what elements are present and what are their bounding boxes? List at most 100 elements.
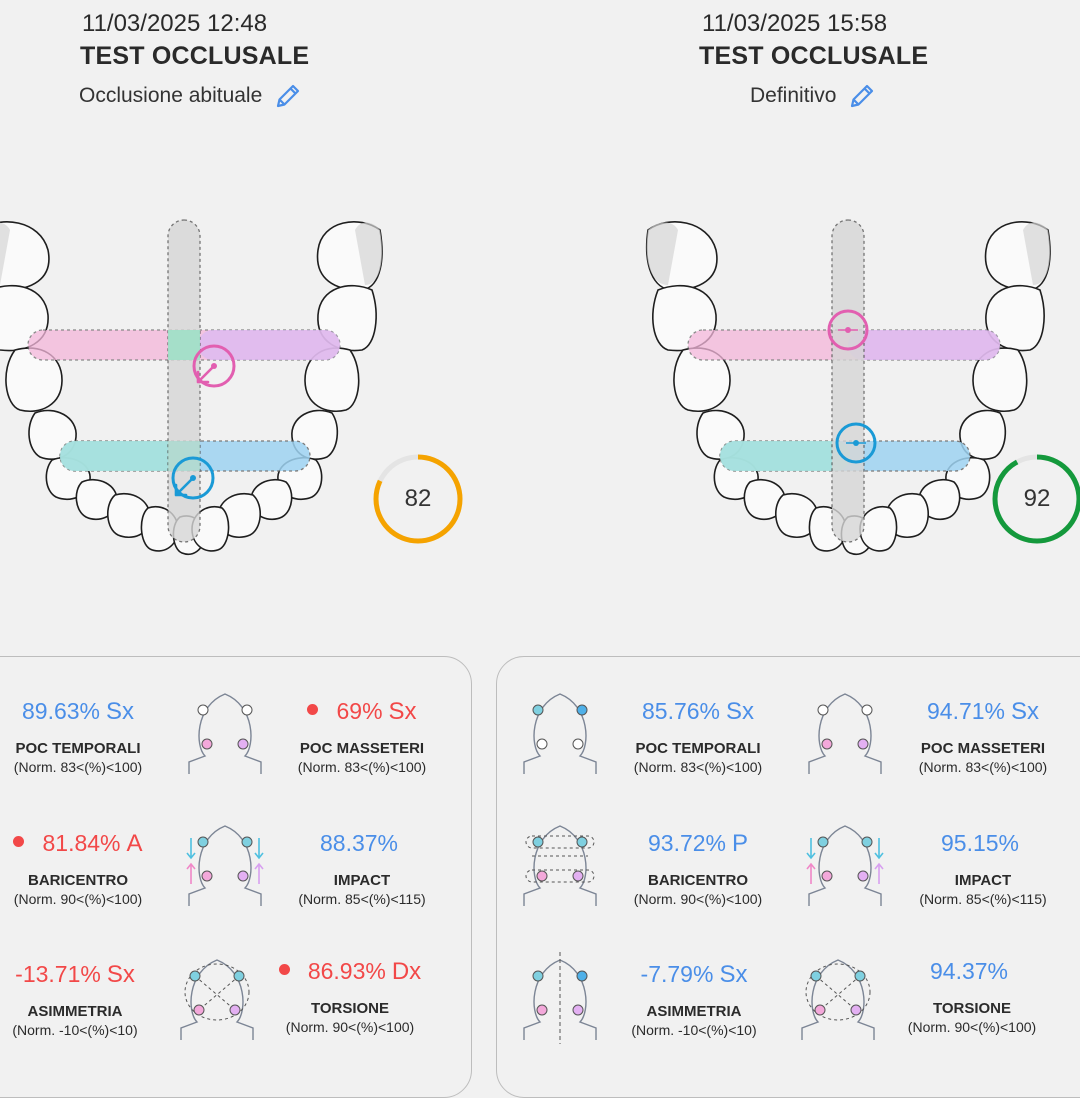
test-subtitle: Occlusione abituale	[79, 84, 263, 107]
metric-value: 94.71	[926, 698, 985, 724]
alert-dot-icon	[13, 836, 25, 848]
metric-value-row: 94.37%	[872, 958, 1072, 986]
metric-side: A	[126, 830, 143, 857]
metric-label: POC TEMPORALI	[15, 740, 141, 757]
metric-poc-masseteri: 69% Sx POC MASSETERI (Norm. 83<(%)<100)	[262, 698, 462, 775]
metric-label: POC MASSETERI	[920, 740, 1046, 757]
test-timestamp: 11/03/2025 15:58	[702, 10, 888, 37]
test-title: TEST OCCLUSALE	[699, 42, 929, 70]
metric-side: Sx	[388, 698, 417, 725]
metric-norm: (Norm. 85<(%)<115)	[919, 891, 1047, 907]
lavender-bar	[198, 330, 340, 360]
tooth-shading	[0, 222, 383, 285]
metric-value: 88.37	[319, 830, 378, 856]
alert-dot-icon	[278, 964, 290, 976]
metric-unit: %	[984, 698, 1005, 724]
metric-norm: (Norm. 90<(%)<100)	[285, 1019, 415, 1035]
metric-poc-masseteri: 94.71% Sx POC MASSETERI (Norm. 83<(%)<100)	[883, 698, 1080, 775]
metric-norm: (Norm. 85<(%)<115)	[298, 891, 426, 907]
metric-asimmetria: -13.71% Sx ASIMMETRIA (Norm. -10<(%)<10)	[0, 961, 175, 1038]
metric-value-row: 88.37%	[262, 830, 462, 858]
test-column-1: 11/03/2025 12:48 TEST OCCLUSALE Occlusio…	[0, 0, 540, 1080]
metric-unit: %	[705, 830, 726, 856]
metric-poc-temporali: 89.63% Sx POC TEMPORALI (Norm. 83<(%)<100)	[0, 698, 178, 775]
metric-impact: 88.37% IMPACT (Norm. 85<(%)<115)	[262, 830, 462, 907]
metric-value-row: -13.71% Sx	[0, 961, 175, 989]
metric-side: Sx	[719, 961, 748, 988]
metric-side: Sx	[106, 698, 135, 725]
metric-label: ASIMMETRIA	[27, 1003, 123, 1020]
metric-norm: (Norm. 90<(%)<100)	[633, 891, 763, 907]
score-gauge: 92	[990, 452, 1080, 546]
metric-torsione: 86.93% Dx TORSIONE (Norm. 90<(%)<100)	[250, 958, 450, 1035]
face-diagram-torsion	[180, 959, 254, 1040]
metric-value-row: -7.79% Sx	[594, 961, 794, 989]
metric-poc-temporali: 85.76% Sx POC TEMPORALI (Norm. 83<(%)<100)	[598, 698, 798, 775]
face-diagram-baricentro	[186, 825, 264, 906]
metric-label: POC MASSETERI	[299, 740, 425, 757]
metric-norm: (Norm. 83<(%)<100)	[297, 759, 427, 775]
metric-unit: %	[699, 698, 720, 724]
metric-side: Sx	[106, 961, 135, 988]
metric-value-row: 86.93% Dx	[250, 958, 450, 986]
metric-value: 93.72	[647, 830, 706, 856]
blue-offset-arrow	[174, 476, 195, 497]
teal-bar	[60, 441, 185, 471]
metric-side: Sx	[1011, 698, 1040, 725]
metric-norm: (Norm. 83<(%)<100)	[13, 759, 143, 775]
metric-unit: %	[362, 698, 383, 724]
metric-torsione: 94.37% TORSIONE (Norm. 90<(%)<100)	[872, 958, 1072, 1035]
pink-offset-arrow	[196, 364, 216, 384]
occlusion-diagram	[0, 219, 383, 555]
metric-value-row: 95.15%	[883, 830, 1080, 858]
metric-label: TORSIONE	[310, 1000, 390, 1017]
metric-label: ASIMMETRIA	[646, 1003, 742, 1020]
metrics-panel	[0, 656, 472, 1098]
test-title: TEST OCCLUSALE	[80, 42, 310, 70]
metric-value: -13.71	[15, 961, 81, 987]
metric-side: Sx	[726, 698, 755, 725]
test-column-2: 11/03/2025 15:58 TEST OCCLUSALE Definiti…	[540, 0, 1080, 1080]
metric-value-row: 89.63% Sx	[0, 698, 178, 726]
metric-norm: (Norm. 90<(%)<100)	[13, 891, 143, 907]
pink-center-ring	[192, 344, 236, 388]
metric-label: POC TEMPORALI	[635, 740, 761, 757]
metric-unit: %	[987, 958, 1008, 984]
metric-value: 81.84	[42, 830, 101, 856]
metric-baricentro: 93.72% P BARICENTRO (Norm. 90<(%)<100)	[598, 830, 798, 907]
pencil-icon[interactable]	[274, 82, 302, 110]
midline-bar	[831, 219, 865, 543]
lavender-bar	[848, 330, 1000, 360]
metric-asimmetria: -7.79% Sx ASIMMETRIA (Norm. -10<(%)<10)	[594, 961, 794, 1038]
face-diagram-torsion	[801, 959, 875, 1040]
score-value: 92	[1023, 485, 1051, 512]
test-subtitle: Definitivo	[750, 84, 837, 107]
metric-value: 94.37	[929, 958, 988, 984]
pink-center-ring	[827, 309, 869, 351]
pencil-icon[interactable]	[848, 82, 876, 110]
face-diagram-temporal	[523, 693, 597, 774]
teal-bar	[720, 441, 850, 471]
metric-unit: %	[692, 961, 714, 987]
metric-value-row: 81.84% A	[0, 830, 178, 858]
metric-label: BARICENTRO	[28, 872, 128, 889]
metric-value-row: 85.76% Sx	[598, 698, 798, 726]
test-subtitle-row: Definitivo	[750, 82, 876, 110]
face-diagram-asymmetry	[523, 952, 597, 1044]
score-gauge: 82	[371, 452, 465, 546]
metric-impact: 95.15% IMPACT (Norm. 85<(%)<115)	[883, 830, 1080, 907]
metric-unit: %	[377, 830, 398, 856]
metric-norm: (Norm. -10<(%)<10)	[12, 1022, 138, 1038]
face-diagram-baricentro-grid	[523, 825, 597, 906]
blue-center-ring	[171, 456, 215, 500]
test-subtitle-row: Occlusione abituale	[79, 82, 302, 110]
metric-unit: %	[79, 698, 100, 724]
metric-side: P	[732, 830, 749, 857]
tooth-shading	[646, 222, 1051, 285]
metric-baricentro: 81.84% A BARICENTRO (Norm. 90<(%)<100)	[0, 830, 178, 907]
face-diagram-impact	[806, 825, 884, 906]
metric-label: IMPACT	[954, 872, 1012, 889]
metric-side: Dx	[391, 958, 422, 985]
metric-value: 89.63	[21, 698, 80, 724]
metric-norm: (Norm. 83<(%)<100)	[918, 759, 1048, 775]
